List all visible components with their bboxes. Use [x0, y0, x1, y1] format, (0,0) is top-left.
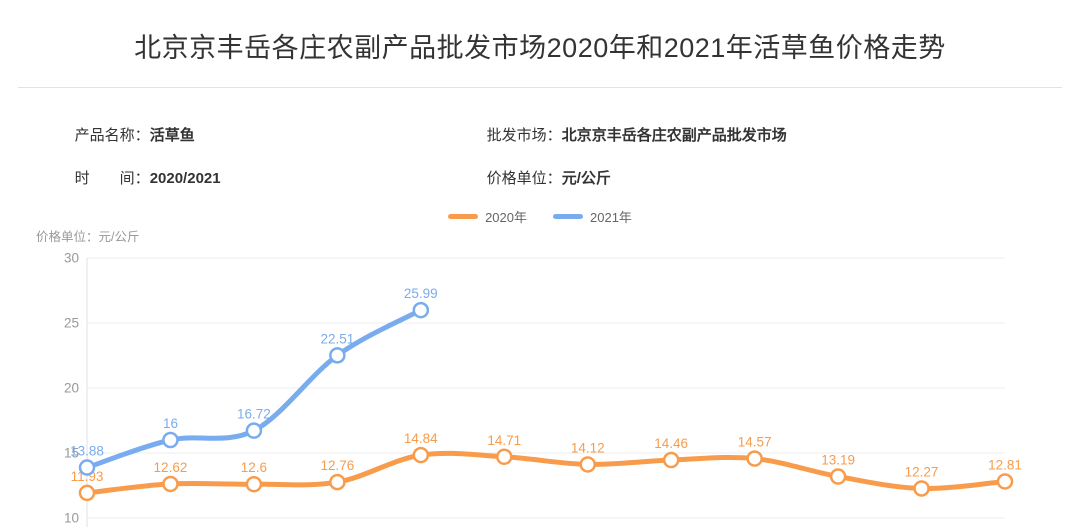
info-unit: 价格单位：元/公斤: [470, 150, 611, 205]
data-point-2020年: [412, 446, 430, 464]
data-point-2020年: [913, 480, 930, 497]
data-label-2020年: 12.62: [154, 460, 188, 475]
data-point-2020年: [329, 473, 346, 491]
data-label-2021年: 16.72: [237, 407, 271, 422]
data-point-2020年: [579, 456, 596, 473]
legend-item-2021年[interactable]: 2021年: [553, 207, 632, 226]
legend-swatch-icon: [448, 214, 479, 219]
data-label-2021年: 25.99: [404, 286, 438, 301]
data-point-2020年: [78, 484, 96, 502]
line-chart: 30 25 20 15 10 11.93 12.62 12.6 12.76 14.84 14.71 1…: [64, 251, 1022, 527]
legend-label: 2020年: [485, 210, 527, 225]
data-label-2020年: 12.81: [988, 457, 1022, 472]
y-axis-title: 价格单位：元/公斤: [36, 230, 140, 244]
info-market-value: 北京京丰岳各庄农副产品批发市场: [561, 127, 787, 144]
data-point-2021年: [162, 431, 179, 449]
info-unit-value: 元/公斤: [561, 170, 611, 187]
data-point-2020年: [829, 468, 847, 485]
y-tick-label: 10: [64, 511, 79, 526]
data-label-2020年: 14.71: [487, 433, 521, 448]
info-product-label: 产品名称：: [74, 127, 150, 144]
legend-label: 2021年: [590, 210, 632, 225]
legend-item-2020年[interactable]: 2020年: [448, 207, 527, 226]
y-tick-label: 30: [64, 251, 79, 266]
data-label-2020年: 14.46: [654, 436, 688, 451]
data-point-2020年: [662, 451, 680, 469]
data-point-2020年: [162, 475, 179, 493]
data-label-2020年: 12.76: [320, 458, 354, 473]
data-point-2021年: [78, 459, 96, 476]
legend-swatch-icon: [553, 214, 583, 219]
data-point-2020年: [245, 475, 263, 493]
info-time-value: 2020/2021: [149, 170, 221, 187]
info-market: 批发市场：北京京丰岳各庄农副产品批发市场: [470, 107, 787, 162]
data-label-2020年: 14.57: [738, 435, 772, 450]
y-tick-label: 15: [64, 446, 79, 461]
data-label-2020年: 14.84: [404, 431, 438, 446]
series-line-2020年: [84, 450, 1008, 496]
data-label-2021年: 22.51: [320, 331, 354, 346]
data-point-2020年: [996, 473, 1014, 490]
data-point-2021年: [329, 347, 346, 364]
info-product: 产品名称：活草鱼: [58, 107, 195, 162]
data-point-2021年: [412, 301, 430, 319]
y-tick-label: 20: [64, 381, 79, 396]
info-unit-label: 价格单位：: [486, 170, 562, 187]
data-label-2021年: 16: [163, 416, 178, 431]
data-point-2020年: [746, 450, 763, 467]
data-label-2021年: 13.88: [70, 444, 104, 459]
info-time-label: 时 间：: [74, 170, 150, 187]
chart-legend: 2020年 2021年: [0, 207, 1080, 226]
info-product-value: 活草鱼: [149, 127, 195, 144]
data-label-2020年: 14.12: [571, 440, 605, 455]
info-market-label: 批发市场：: [486, 127, 562, 144]
data-point-2021年: [245, 422, 263, 439]
series-line-2021年: [84, 307, 424, 471]
data-label-2020年: 12.6: [241, 460, 267, 475]
header-divider: [18, 87, 1062, 88]
info-time: 时 间：2020/2021: [58, 150, 221, 205]
data-point-2020年: [496, 448, 513, 466]
page-title: 北京京丰岳各庄农副产品批发市场2020年和2021年活草鱼价格走势: [134, 33, 946, 63]
data-label-2020年: 12.27: [905, 464, 939, 479]
data-label-2020年: 13.19: [821, 453, 855, 468]
data-label-2020年: 11.93: [71, 469, 104, 484]
y-tick-label: 25: [64, 316, 79, 331]
